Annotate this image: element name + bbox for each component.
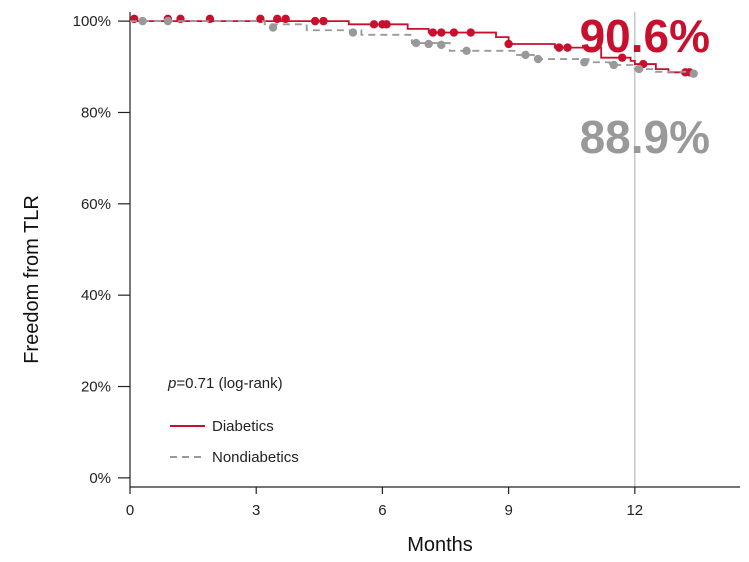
y-tick-label-60: 60% bbox=[81, 196, 111, 213]
censor-mark-diabetics-16 bbox=[504, 39, 513, 49]
y-tick-label-20: 20% bbox=[81, 379, 111, 396]
series-line-diabetics bbox=[130, 20, 694, 74]
censor-mark-nondiabetics-5 bbox=[424, 39, 433, 49]
censor-mark-nondiabetics-13 bbox=[689, 69, 698, 78]
censor-mark-diabetics-8 bbox=[319, 16, 328, 26]
x-axis-title: Months bbox=[407, 534, 473, 556]
legend-label-diabetics: Diabetics bbox=[212, 418, 274, 435]
censor-mark-diabetics-17 bbox=[554, 43, 564, 52]
censor-mark-diabetics-7 bbox=[310, 16, 320, 26]
censor-mark-diabetics-12 bbox=[428, 28, 438, 37]
x-tick-label-0: 0 bbox=[126, 502, 134, 519]
censor-mark-nondiabetics-10 bbox=[580, 58, 589, 67]
censor-mark-nondiabetics-1 bbox=[163, 16, 173, 26]
censor-mark-diabetics-5 bbox=[273, 14, 282, 24]
censor-mark-diabetics-18 bbox=[563, 43, 572, 52]
axes-group: 0% 20% 40% 60% 80% 100% 0 3 6 9 12 Months Freedom fr… bbox=[21, 12, 740, 556]
series-line-nondiabetics bbox=[130, 20, 694, 73]
x-tick-label-12: 12 bbox=[626, 502, 643, 519]
censor-mark-diabetics-6 bbox=[281, 14, 290, 24]
censor-mark-diabetics-9 bbox=[369, 20, 379, 29]
censor-mark-nondiabetics-11 bbox=[609, 60, 618, 70]
censor-mark-nondiabetics-4 bbox=[411, 38, 421, 48]
diabetics-12-month-value: 90.6% bbox=[580, 10, 710, 62]
censor-mark-nondiabetics-2 bbox=[268, 23, 278, 32]
legend-label-nondiabetics: Nondiabetics bbox=[212, 449, 299, 466]
x-tick-label-9: 9 bbox=[504, 502, 512, 519]
censor-mark-nondiabetics-8 bbox=[521, 50, 530, 60]
censor-mark-nondiabetics-3 bbox=[348, 28, 358, 37]
y-axis-title: Freedom from TLR bbox=[21, 195, 43, 364]
y-tick-label-0: 0% bbox=[89, 470, 111, 487]
censor-mark-diabetics-13 bbox=[437, 28, 446, 37]
censor-mark-nondiabetics-9 bbox=[533, 54, 543, 64]
censor-mark-nondiabetics-12 bbox=[634, 64, 644, 74]
censor-mark-diabetics-11 bbox=[382, 20, 391, 29]
y-tick-label-40: 40% bbox=[81, 287, 111, 304]
censor-mark-diabetics-15 bbox=[466, 28, 475, 37]
x-tick-label-6: 6 bbox=[378, 502, 386, 519]
censor-mark-diabetics-19 bbox=[618, 53, 627, 62]
nondiabetics-12-month-value: 88.9% bbox=[580, 111, 710, 163]
censor-mark-nondiabetics-0 bbox=[138, 16, 147, 26]
censor-mark-nondiabetics-7 bbox=[462, 46, 471, 56]
p-value-text: =0.71 (log-rank) bbox=[176, 375, 282, 392]
p-value-prefix: p bbox=[167, 375, 176, 392]
p-value-annotation: p=0.71 (log-rank) bbox=[167, 375, 283, 392]
y-tick-label-80: 80% bbox=[81, 104, 111, 121]
y-tick-label-100: 100% bbox=[73, 13, 111, 30]
annotation-group: p=0.71 (log-rank) Diabetics Nondiabetics… bbox=[167, 10, 710, 466]
censor-mark-diabetics-14 bbox=[449, 28, 459, 37]
censor-mark-nondiabetics-6 bbox=[437, 40, 446, 50]
x-tick-label-3: 3 bbox=[252, 502, 260, 519]
series-group bbox=[130, 14, 698, 78]
